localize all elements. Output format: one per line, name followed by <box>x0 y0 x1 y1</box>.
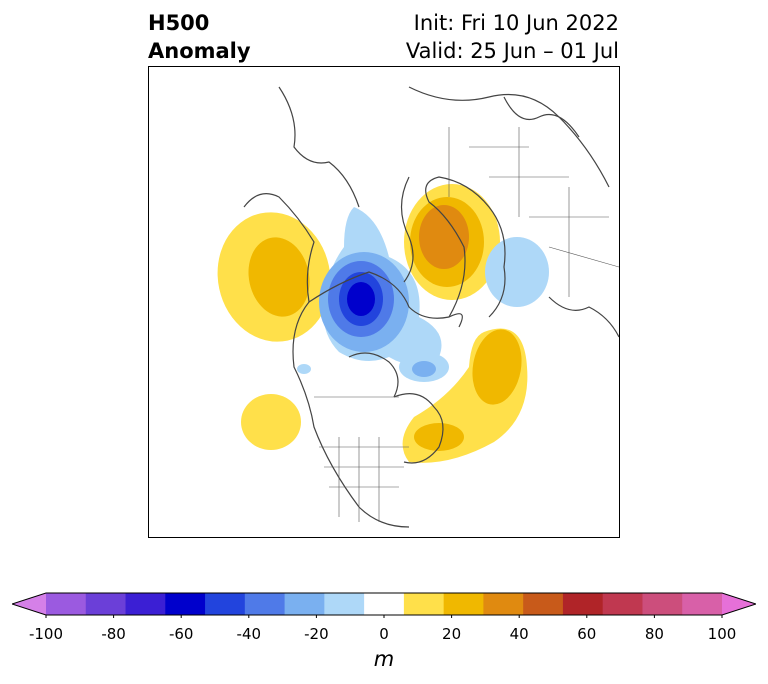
anomaly-north-atlantic <box>402 328 528 463</box>
colorbar-segment <box>642 593 683 615</box>
colorbar-segment <box>443 593 484 615</box>
colorbar-tick-label: 0 <box>379 625 389 643</box>
colorbar-unit: m <box>373 647 395 671</box>
anomaly-pacific-nw <box>217 212 331 342</box>
colorbar-tick-label: -60 <box>168 625 194 643</box>
anomaly-east-pacific <box>241 394 301 450</box>
colorbar <box>12 592 756 618</box>
colorbar-segment <box>205 593 246 615</box>
colorbar-segment <box>125 593 166 615</box>
colorbar-segment <box>364 593 405 615</box>
colorbar-segment <box>562 593 604 615</box>
colorbar-tick-label: 40 <box>509 625 529 643</box>
colorbar-segment <box>602 593 643 615</box>
colorbar-segment <box>682 593 723 615</box>
colorbar-tick-label: -80 <box>101 625 126 643</box>
colorbar-tick-label: 20 <box>442 625 462 643</box>
map-canvas <box>217 86 619 528</box>
colorbar-tick-label: 60 <box>577 625 597 643</box>
colorbar-tick-label: -20 <box>304 625 329 643</box>
anomaly-scandinavia <box>404 184 500 300</box>
title-line-1: H500 <box>148 11 210 35</box>
colorbar-segment <box>46 593 87 615</box>
title-line-2: Anomaly <box>148 39 251 63</box>
colorbar-tick-label: -100 <box>28 625 64 643</box>
colorbar-segment <box>403 593 445 615</box>
anomaly-map <box>148 66 620 538</box>
colorbar-tick-label: -40 <box>236 625 262 643</box>
colorbar-segment <box>85 593 127 615</box>
valid-range: Valid: 25 Jun – 01 Jul <box>405 39 619 63</box>
political-borders <box>314 127 619 522</box>
colorbar-extend-min <box>12 593 46 615</box>
chart-title: H500 Anomaly <box>148 9 251 65</box>
colorbar-segment <box>165 593 206 615</box>
colorbar-segment <box>244 593 286 615</box>
anomaly-russia <box>485 237 549 307</box>
colorbar-segment <box>284 593 325 615</box>
init-date: Init: Fri 10 Jun 2022 <box>413 11 619 35</box>
colorbar-segment <box>324 593 365 615</box>
colorbar-segment <box>523 593 564 615</box>
colorbar-tick-label: 80 <box>644 625 664 643</box>
colorbar-segment <box>483 593 524 615</box>
coastlines <box>243 86 619 528</box>
forecast-dates: Init: Fri 10 Jun 2022 Valid: 25 Jun – 01… <box>406 9 619 65</box>
colorbar-tick-label: 100 <box>707 625 737 643</box>
colorbar-extend-max <box>722 593 756 615</box>
anomaly-arctic-low <box>297 207 449 382</box>
